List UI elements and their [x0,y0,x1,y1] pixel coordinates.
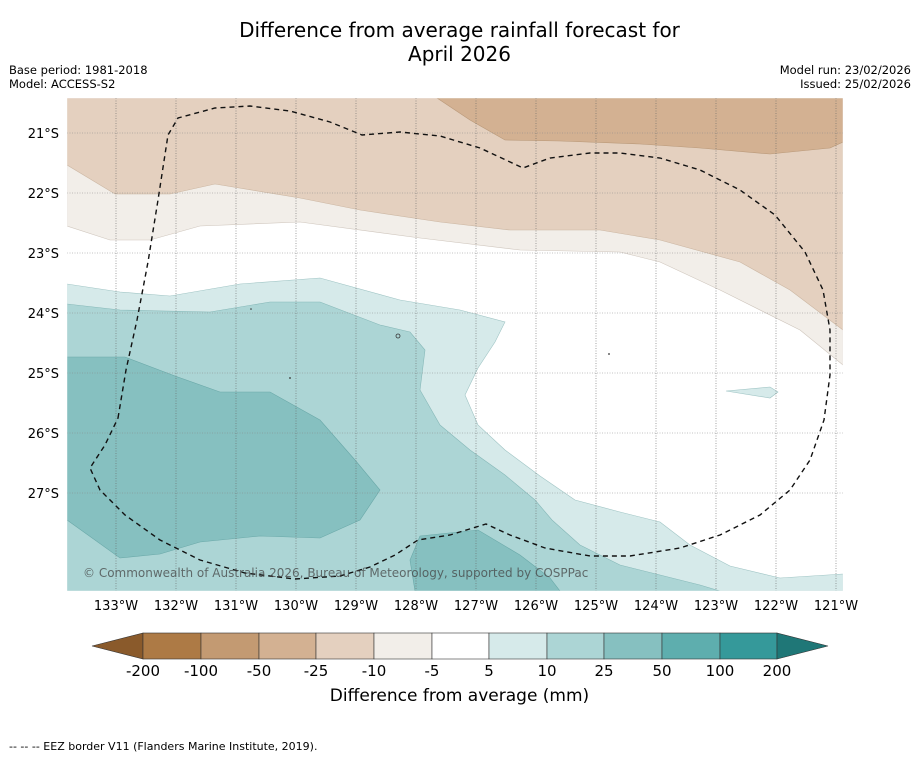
island-dot [608,353,610,355]
colorbar-tick: 25 [594,662,613,680]
lon-label: 122°W [754,599,798,614]
zone-5-10-patch [725,386,779,399]
colorbar-swatch [488,632,548,660]
eez-border [89,105,831,580]
run-info-left: Base period: 1981-2018 Model: ACCESS-S2 [9,63,148,91]
lon-label: 125°W [574,599,618,614]
colorbar-swatch [431,632,490,660]
lat-label: 24°S [28,307,59,322]
zone-25-50-south [409,529,561,591]
colorbar-title: Difference from average (mm) [329,686,590,706]
map-title-line2: April 2026 [408,42,511,66]
colorbar-tick: -100 [184,662,218,680]
colorbar-swatch [661,632,721,660]
latitude-labels: 21°S 22°S 23°S 24°S 25°S 26°S 27°S [28,127,59,502]
base-period: Base period: 1981-2018 [9,63,148,77]
eez-footnote: -- -- -- EEZ border V11 (Flanders Marine… [9,740,318,753]
colorbar-tick: 50 [652,662,671,680]
lon-label: 132°W [154,599,198,614]
lon-label: 133°W [94,599,138,614]
lon-label: 129°W [334,599,378,614]
colorbar-ticks: -200 -100 -50 -25 -10 -5 5 10 25 50 100 … [126,662,791,680]
colorbar-swatch [603,632,663,660]
zone-minus25-50 [436,98,843,155]
map-title: Difference from average rainfall forecas… [0,18,919,66]
lat-label: 26°S [28,427,59,442]
lat-label: 25°S [28,367,59,382]
colorbar-arrow-right [776,632,829,660]
longitude-labels: 133°W 132°W 131°W 130°W 129°W 128°W 127°… [94,599,858,614]
lon-label: 126°W [514,599,558,614]
colorbar-swatch [719,632,778,660]
lon-label: 127°W [454,599,498,614]
lat-label: 27°S [28,487,59,502]
colorbar-tick: 10 [537,662,556,680]
lon-label: 130°W [274,599,318,614]
issued-date: Issued: 25/02/2026 [800,77,911,91]
lon-label: 128°W [394,599,438,614]
colorbar-tick: 5 [484,662,494,680]
island-dot [395,333,401,339]
lon-label: 121°W [814,599,858,614]
colorbar-tick: -25 [304,662,329,680]
copyright-notice: © Commonwealth of Australia 2026, Bureau… [83,566,588,580]
run-info-right: Model run: 23/02/2026 Issued: 25/02/2026 [780,63,911,91]
lat-label: 21°S [28,127,59,142]
lat-label: 23°S [28,247,59,262]
map-title-line1: Difference from average rainfall forecas… [239,18,680,42]
colorbar-tick: -10 [362,662,387,680]
colorbar [91,632,829,660]
model-run: Model run: 23/02/2026 [779,63,911,77]
lon-label: 124°W [634,599,678,614]
model-name: Model: ACCESS-S2 [9,77,116,91]
colorbar-swatch [200,632,260,660]
longitude-gridlines [115,98,837,591]
colorbar-tick: 200 [763,662,792,680]
latitude-gridlines [67,132,843,494]
map-frame [66,97,844,592]
colorbar-swatch [373,632,433,660]
colorbar-swatch [546,632,605,660]
lon-label: 131°W [214,599,258,614]
colorbar-arrow-left [91,632,144,660]
lon-label: 123°W [694,599,738,614]
colorbar-tick: -5 [425,662,440,680]
island-dot [289,377,291,379]
colorbar-swatch [315,632,375,660]
colorbar-swatch [142,632,202,660]
rainfall-anomaly-field [67,98,843,591]
lat-label: 22°S [28,187,59,202]
colorbar-swatch [258,632,317,660]
island-dot [250,308,252,310]
colorbar-tick: -50 [247,662,272,680]
colorbar-tick: 100 [706,662,735,680]
zone-25-50 [67,356,381,559]
colorbar-tick: -200 [126,662,160,680]
